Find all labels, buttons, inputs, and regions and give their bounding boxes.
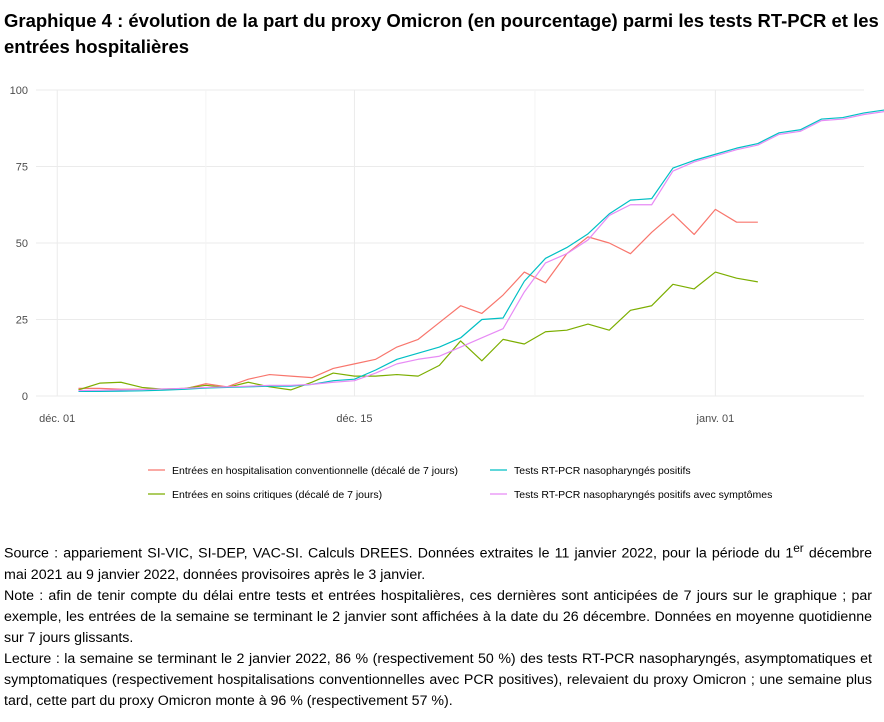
legend-label-1: Entrées en hospitalisation conventionnel… <box>172 465 458 477</box>
methodology-note: Note : afin de tenir compte du délai ent… <box>4 587 872 646</box>
axes: 0 25 50 75 100 déc. 01 déc. 15 janv. 01 <box>10 85 735 425</box>
series-line-3 <box>78 109 884 393</box>
x-tick-label: janv. 01 <box>696 413 735 425</box>
line-chart: 0 25 50 75 100 déc. 01 déc. 15 janv. 01 Entrées… <box>10 85 884 501</box>
legend-label-3: Tests RT-PCR nasopharyngés positifs <box>514 465 691 477</box>
series-line-1 <box>78 208 758 390</box>
legend: Entrées en hospitalisation conventionnel… <box>148 465 772 501</box>
x-tick-label: déc. 15 <box>336 413 372 425</box>
reading-note: Lecture : la semaine se terminant le 2 j… <box>4 650 872 709</box>
series-line-4 <box>78 110 884 392</box>
source-superscript: er <box>793 541 804 555</box>
series-lines <box>78 109 884 393</box>
source-text: Source : appariement SI-VIC, SI-DEP, VAC… <box>4 545 794 562</box>
y-tick-label: 50 <box>16 238 28 250</box>
source-text-continued: décembre mai 2021 au 9 janvier 2022, don… <box>4 545 872 583</box>
y-tick-label: 0 <box>22 391 28 403</box>
y-tick-label: 75 <box>16 162 28 174</box>
y-tick-label: 25 <box>16 315 28 327</box>
x-tick-label: déc. 01 <box>39 413 75 425</box>
notes: Source : appariement SI-VIC, SI-DEP, VAC… <box>4 538 872 712</box>
source-note: Source : appariement SI-VIC, SI-DEP, VAC… <box>4 538 872 586</box>
series-line-2 <box>78 271 758 391</box>
legend-label-4: Tests RT-PCR nasopharyngés positifs avec… <box>514 489 772 501</box>
y-tick-label: 100 <box>10 85 28 97</box>
legend-label-2: Entrées en soins critiques (décalé de 7 … <box>172 489 382 501</box>
chart-title: Graphique 4 : évolution de la part du pr… <box>4 10 879 57</box>
grid <box>36 89 864 397</box>
